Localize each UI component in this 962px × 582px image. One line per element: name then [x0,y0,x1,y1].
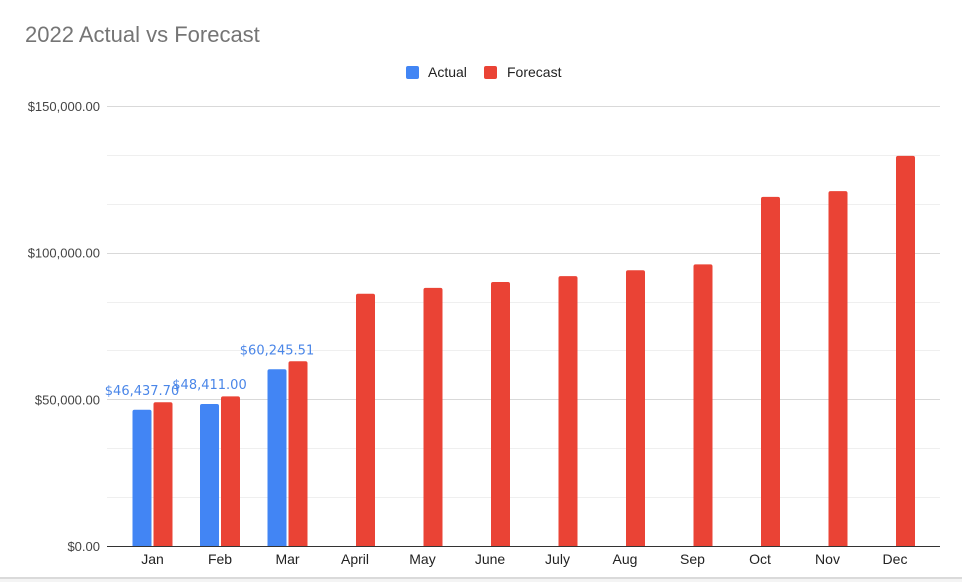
x-tick-label: June [475,551,506,567]
bar-actual-mar[interactable] [267,369,287,546]
x-tick-label: Dec [883,551,908,567]
bar-forecast-june[interactable] [491,282,510,546]
x-tick-label: May [409,551,435,567]
x-tick-label: Aug [613,551,638,567]
bar-actual-feb[interactable] [200,403,219,546]
x-tick-label: April [341,551,369,567]
bar-forecast-oct[interactable] [761,196,780,546]
y-tick-label: $0.00 [67,539,100,554]
data-labels: $46,437.70$48,411.00 $60,245.51 [105,343,314,399]
bar-forecast-april[interactable] [356,293,375,546]
bar-forecast-dec[interactable] [896,155,915,546]
bar-forecast-aug[interactable] [626,270,645,546]
bar-forecast-may[interactable] [423,287,443,546]
legend-swatch-forecast [484,66,497,79]
bar-forecast-nov[interactable] [828,191,848,547]
x-tick-label: Feb [208,551,232,567]
bar-forecast-feb[interactable] [221,396,240,546]
data-label-mar: $60,245.51 [240,343,314,358]
x-tick-label: Mar [275,551,299,567]
legend-label-actual: Actual [428,64,467,80]
x-axis-ticks: Jan Feb Mar April May June July Aug Sep Oct Nov Dec [141,551,907,567]
gridlines [107,106,940,498]
data-label-feb: $48,411.00 [172,378,246,393]
legend-label-forecast: Forecast [507,64,562,80]
data-label-jan: $46,437.70 [105,384,179,399]
x-tick-label: Oct [749,551,771,567]
bars [132,155,915,547]
legend-item-forecast[interactable]: Forecast [484,64,562,80]
bar-forecast-sep[interactable] [693,264,713,546]
bar-forecast-jan[interactable] [153,402,173,546]
bar-forecast-mar[interactable] [288,361,308,546]
x-tick-label: Sep [680,551,705,567]
y-tick-label: $100,000.00 [28,246,100,261]
y-tick-label: $50,000.00 [35,392,100,407]
chart-title: 2022 Actual vs Forecast [25,22,260,47]
bottom-border [0,577,962,582]
legend-swatch-actual [406,66,419,79]
y-axis-ticks: $0.00 $50,000.00 $100,000.00 $150,000.00 [28,99,100,554]
legend: Actual Forecast [406,64,562,80]
x-tick-label: Nov [815,551,840,567]
y-tick-label: $150,000.00 [28,99,100,114]
legend-item-actual[interactable]: Actual [406,64,467,80]
x-tick-label: July [545,551,570,567]
x-tick-label: Jan [141,551,164,567]
bar-forecast-july[interactable] [558,276,578,546]
bar-actual-jan[interactable] [132,409,152,546]
